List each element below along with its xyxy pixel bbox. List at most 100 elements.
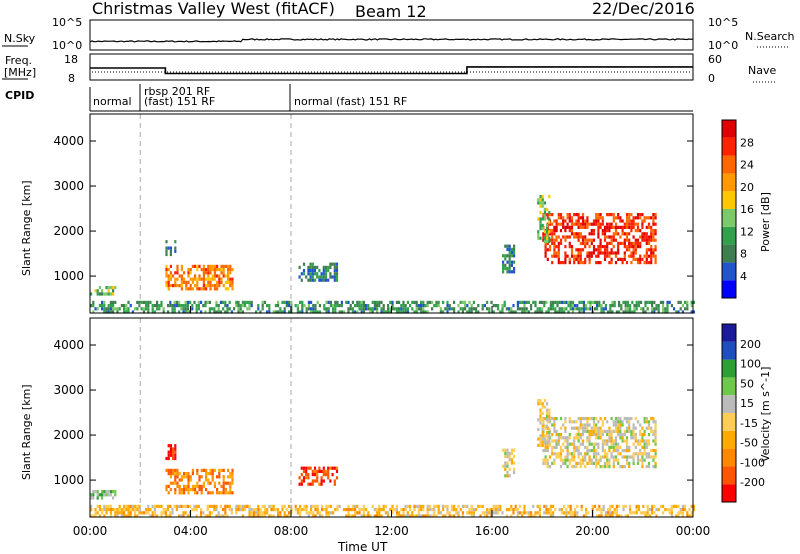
echo-cell <box>645 452 648 456</box>
echo-cell <box>549 508 552 512</box>
echo-cell <box>634 436 637 440</box>
echo-cell <box>557 241 560 245</box>
echo-cell <box>575 257 578 261</box>
echo-cell <box>564 235 567 239</box>
echo-cell <box>546 449 549 453</box>
echo-cell <box>395 511 398 515</box>
echo-cell <box>415 304 418 308</box>
echo-cell <box>614 261 618 265</box>
echo-cell <box>597 254 600 258</box>
echo-cell <box>546 440 549 444</box>
echo-cell <box>312 514 315 518</box>
echo-cell <box>569 504 572 508</box>
echo-cell <box>428 514 431 518</box>
echo-cell <box>299 511 302 515</box>
echo-cell <box>174 280 177 284</box>
echo-cell <box>329 275 332 279</box>
echo-cell <box>332 310 335 314</box>
echo-cell <box>579 465 582 469</box>
echo-cell <box>101 508 104 512</box>
echo-cell <box>189 478 192 482</box>
echo-cell <box>586 461 589 465</box>
echo-cell <box>666 304 669 308</box>
echo-cell <box>679 511 682 515</box>
echo-cell <box>92 304 95 308</box>
echo-cell <box>588 423 591 427</box>
echo-cell <box>209 472 212 476</box>
echo-cell <box>621 465 624 469</box>
echo-cell <box>652 254 655 258</box>
echo-cell <box>213 508 216 512</box>
echo-cell <box>499 504 502 508</box>
echo-cell <box>283 504 286 508</box>
echo-cell <box>566 436 569 440</box>
echo-cell <box>103 300 106 304</box>
echo-cell <box>577 429 580 433</box>
echo-cell <box>182 310 185 314</box>
echo-cell <box>105 307 108 311</box>
echo-cell <box>564 261 567 265</box>
echo-cell <box>231 284 234 288</box>
echo-cell <box>266 508 269 512</box>
echo-cell <box>176 264 179 268</box>
echo-cell <box>222 491 225 495</box>
echo-cell <box>551 238 554 242</box>
echo-cell <box>566 225 569 229</box>
echo-cell <box>636 241 640 245</box>
echo-cell <box>322 473 325 477</box>
echo-cell <box>90 493 93 497</box>
echo-cell <box>668 511 671 515</box>
echo-cell <box>567 511 570 515</box>
echo-cell <box>96 496 99 500</box>
echo-cell <box>285 304 288 308</box>
echo-cell <box>217 310 220 314</box>
echo-cell <box>227 268 230 272</box>
echo-cell <box>98 504 101 508</box>
echo-cell <box>650 245 653 249</box>
echo-cell <box>211 504 214 508</box>
echo-cell <box>623 241 626 245</box>
echo-cell <box>569 514 572 518</box>
echo-cell <box>584 426 587 430</box>
echo-cell <box>453 307 456 311</box>
echo-cell <box>367 514 370 518</box>
echo-cell <box>603 251 607 255</box>
echo-cell <box>369 307 372 311</box>
echo-cell <box>185 280 188 284</box>
echo-cell <box>564 436 567 440</box>
echo-cell <box>601 449 604 453</box>
echo-cell <box>320 479 323 483</box>
echo-cell <box>283 307 286 311</box>
echo-cell <box>318 482 321 486</box>
echo-cell <box>218 280 221 284</box>
echo-cell <box>147 511 150 515</box>
echo-cell <box>127 307 130 311</box>
echo-cell <box>568 225 571 229</box>
echo-cell <box>387 304 390 308</box>
echo-cell <box>189 271 192 275</box>
echo-cell <box>636 458 640 462</box>
echo-cell <box>607 511 610 515</box>
echo-cell <box>172 481 175 485</box>
echo-cell <box>523 310 526 314</box>
echo-cell <box>586 254 589 258</box>
echo-cell <box>614 423 618 427</box>
echo-cell <box>541 223 544 227</box>
echo-cell <box>539 198 542 202</box>
echo-cell <box>632 461 635 465</box>
echo-cell <box>508 458 511 462</box>
echo-cell <box>652 449 655 453</box>
echo-cell <box>120 304 123 308</box>
echo-cell <box>642 504 645 508</box>
echo-cell <box>559 436 563 440</box>
echo-cell <box>545 511 548 515</box>
echo-cell <box>596 514 599 518</box>
echo-cell <box>639 261 642 265</box>
echo-cell <box>213 481 216 485</box>
echo-cell <box>389 307 392 311</box>
echo-cell <box>601 420 604 424</box>
echo-cell <box>590 241 593 245</box>
echo-cell <box>142 310 145 314</box>
echo-cell <box>281 310 284 314</box>
echo-cell <box>612 449 615 453</box>
